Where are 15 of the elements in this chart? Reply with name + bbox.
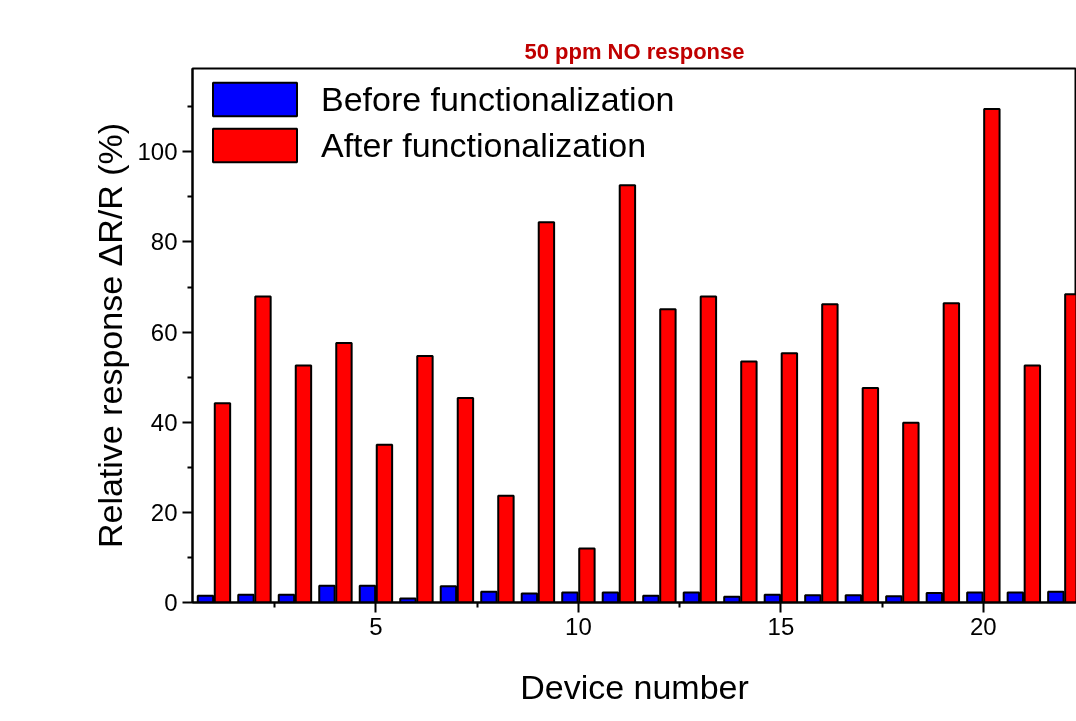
legend-label: Before functionalization: [321, 78, 675, 120]
y-tick-label: 60: [150, 318, 178, 346]
x-tick-label: 15: [767, 612, 795, 640]
x-tick-label: 10: [565, 612, 592, 640]
y-tick-label: 100: [137, 138, 178, 166]
y-tick-label: 80: [150, 228, 178, 256]
y-tick-label: 40: [150, 408, 178, 436]
x-tick-label: 20: [970, 612, 997, 640]
legend-label: After functionalization: [321, 124, 647, 166]
y-axis-title: Relative response ΔR/R (%): [91, 122, 130, 549]
y-tick-label: 20: [150, 498, 178, 526]
x-tick-label: 5: [369, 612, 383, 640]
x-axis-title: Device number: [520, 667, 749, 706]
chart-title: 50 ppm NO response: [524, 38, 745, 64]
y-tick-label: 0: [164, 589, 178, 616]
